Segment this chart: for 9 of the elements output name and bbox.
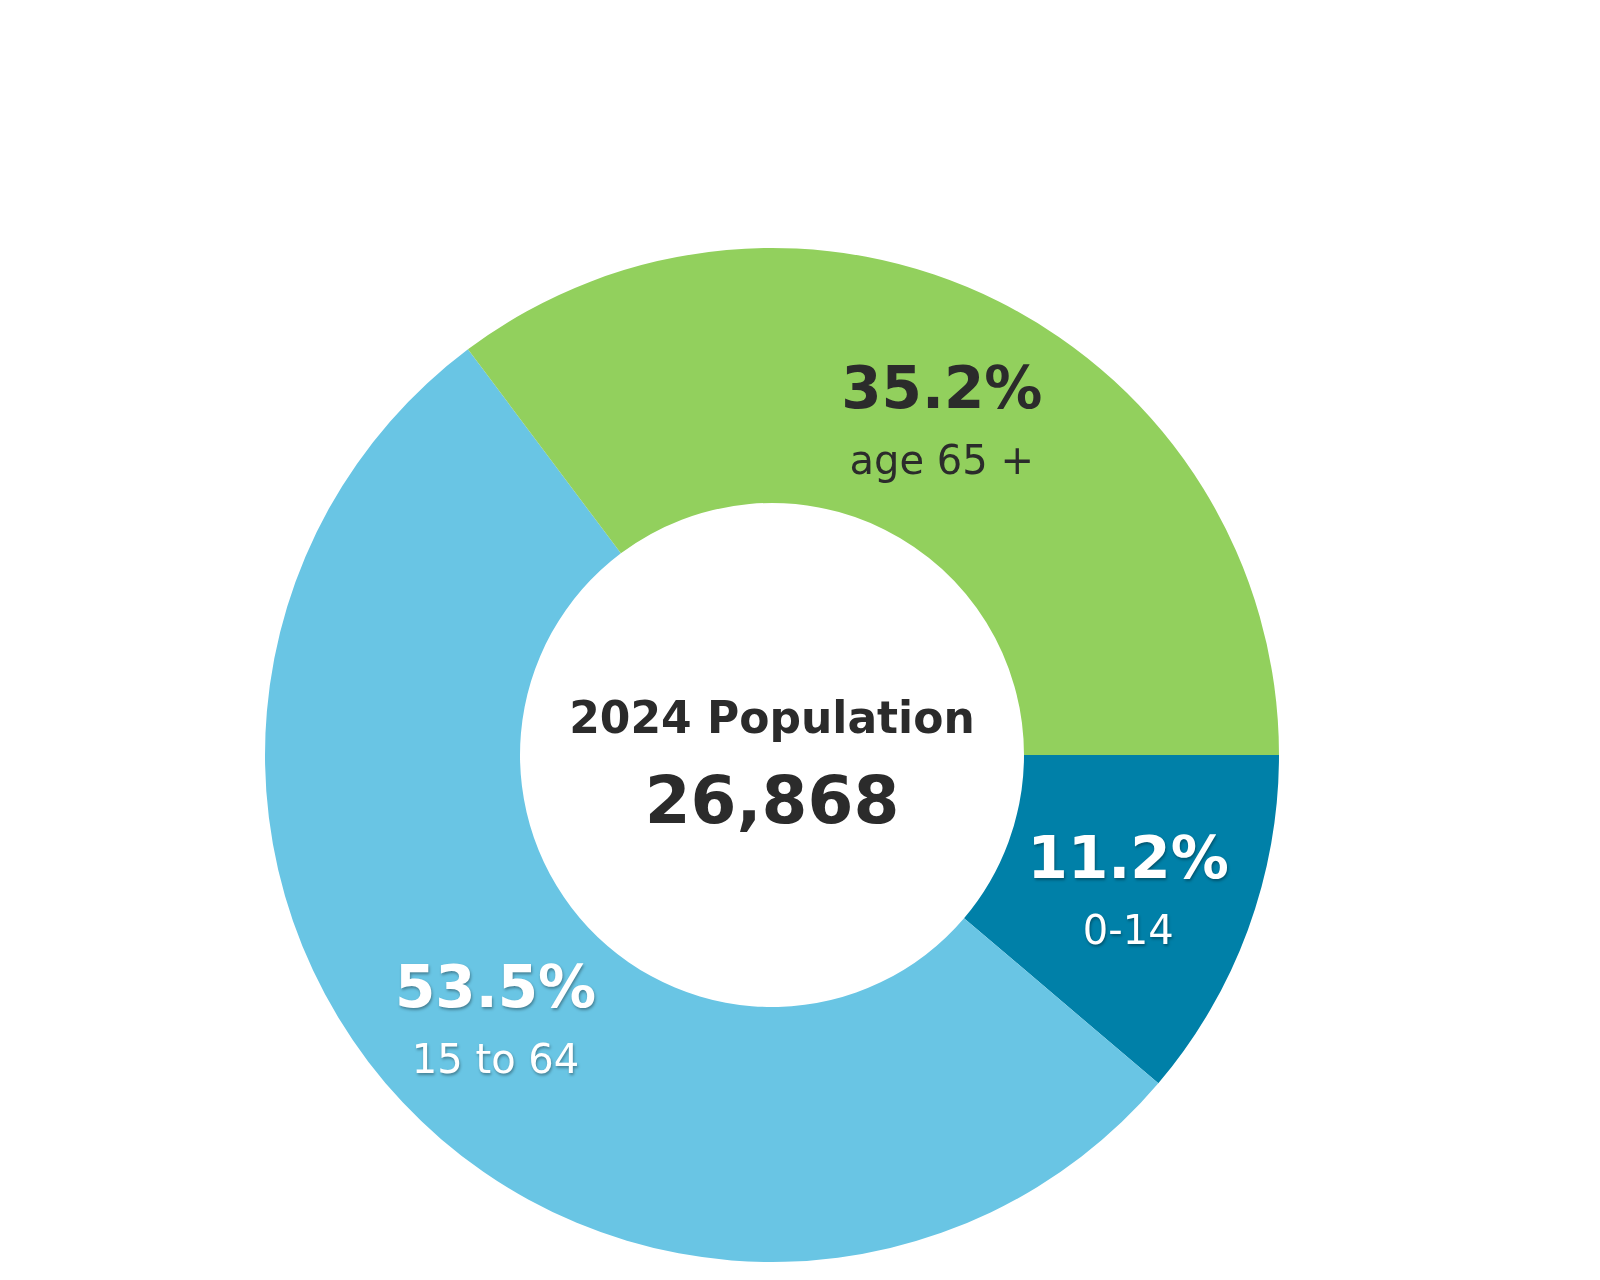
text: 2024 Population — [569, 692, 975, 743]
data-label: 11.2% — [1027, 823, 1229, 892]
slice-label: age 65 + — [849, 436, 1034, 483]
text: 26,868 — [644, 762, 900, 839]
slice-label: 15 to 64 — [411, 1035, 580, 1082]
slice-label: 0-14 — [1082, 906, 1174, 953]
donut-slice — [467, 248, 1279, 755]
data-label: 53.5% — [394, 952, 597, 1021]
data-label: 35.2% — [841, 353, 1043, 422]
